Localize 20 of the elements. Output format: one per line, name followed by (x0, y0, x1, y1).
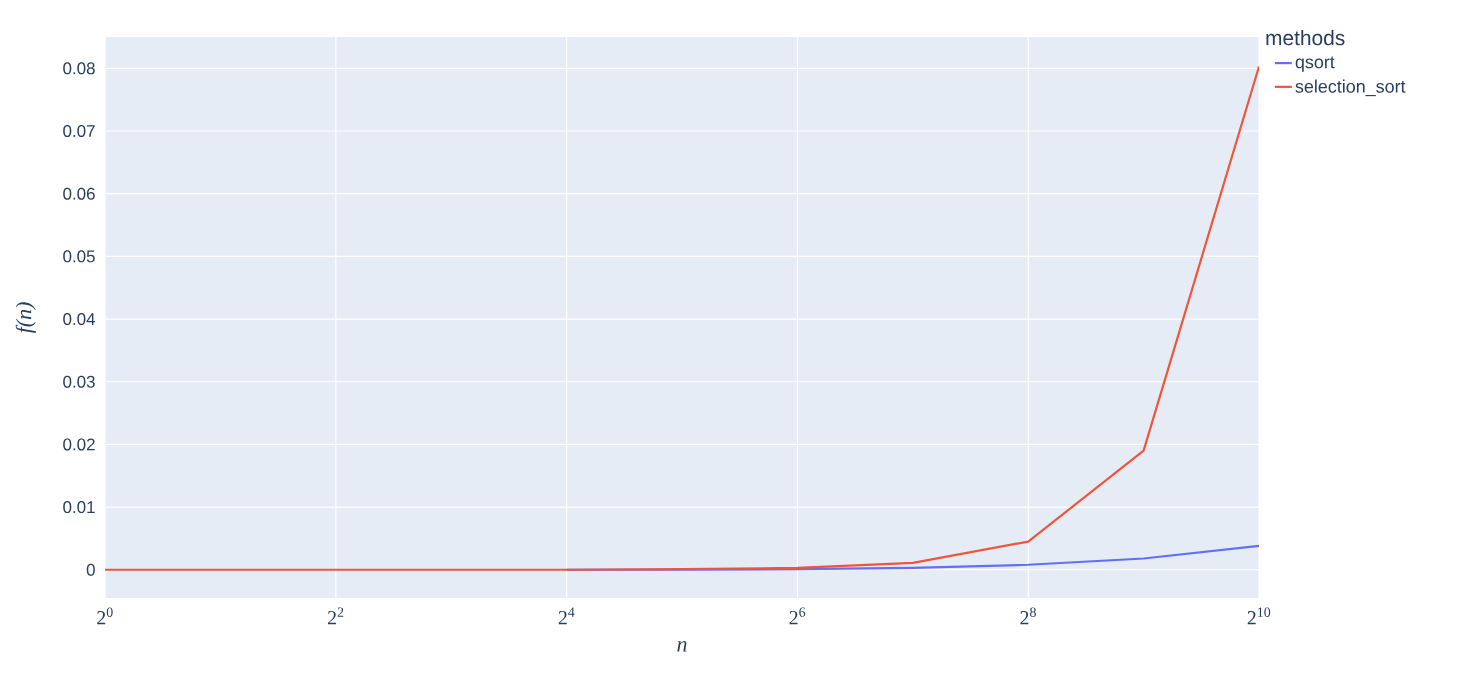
x-tick-label: 2$^{6}$ (789, 607, 806, 625)
y-tick-label: 0.04 (63, 313, 96, 326)
y-axis-title: f(n) (15, 302, 36, 334)
y-tick-label: 0.05 (63, 250, 95, 263)
x-tick-label: 2$^{2}$ (327, 607, 344, 625)
y-tick-label: 0.01 (63, 501, 95, 514)
x-tick-label: 2$^{10}$ (1247, 607, 1271, 625)
y-tick-label: 0.02 (63, 438, 95, 451)
x-tick-label: 2$^{8}$ (1020, 607, 1036, 625)
y-tick-label: 0.08 (63, 62, 95, 75)
x-tick-label: 2$^{0}$ (97, 607, 113, 625)
x-axis-title: n (677, 641, 687, 652)
y-tick-label: 0.06 (63, 187, 95, 200)
legend-title: methods (1266, 29, 1345, 46)
legend-label: qsort (1295, 56, 1335, 72)
x-tick-label: 2$^{4}$ (558, 607, 575, 625)
legend-label: selection_sort (1295, 79, 1406, 97)
y-tick-label: 0.03 (63, 375, 95, 388)
y-tick-label: 0.07 (63, 125, 95, 138)
y-tick-label: 0 (86, 563, 95, 576)
